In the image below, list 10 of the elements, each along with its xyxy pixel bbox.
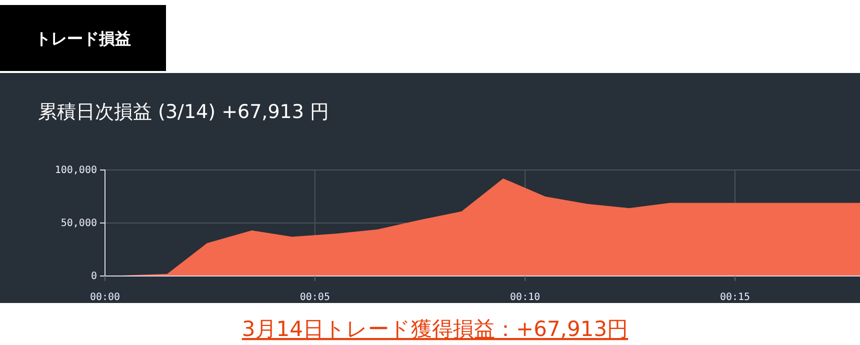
y-tick-label: 0 (90, 271, 97, 282)
x-tick-label: 00:00 (90, 292, 120, 303)
x-tick-label: 00:05 (300, 292, 330, 303)
text: トレード損益 (35, 29, 131, 48)
chart-title: 累積日次損益 (3/14) +67,913 円 (38, 101, 330, 123)
x-tick-label: 00:10 (510, 292, 540, 303)
text: 3月14日トレード獲得損益：+67,913円 (242, 317, 628, 341)
x-tick-label: 00:15 (720, 292, 750, 303)
y-tick-label: 50,000 (60, 218, 97, 230)
y-tick-label: 100,000 (54, 165, 97, 176)
